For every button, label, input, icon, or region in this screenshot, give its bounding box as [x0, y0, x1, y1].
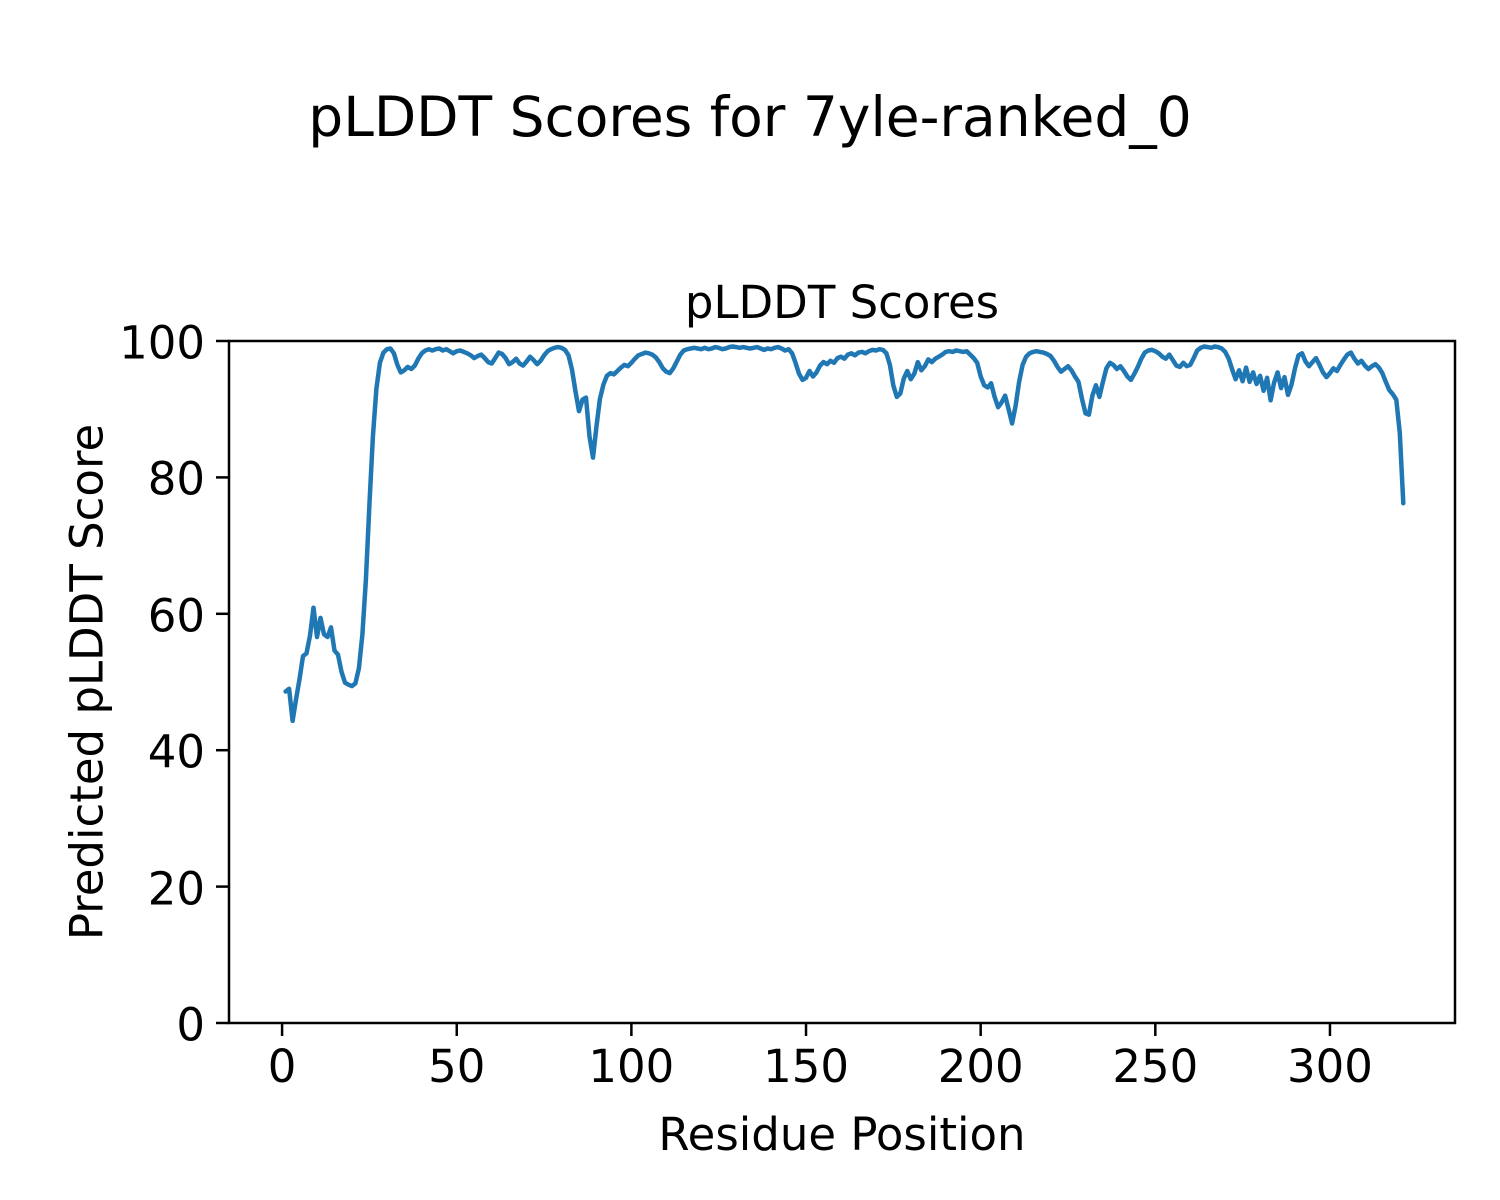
y-tick-label: 60 [147, 589, 205, 643]
plddt-line-series [283, 344, 1406, 724]
tick-marks [216, 339, 1332, 1036]
y-tick-label: 0 [176, 998, 205, 1052]
x-tick-label: 250 [1112, 1040, 1199, 1093]
x-tick-label: 100 [588, 1040, 675, 1093]
axes-title: pLDDT Scores [684, 276, 1000, 329]
y-tick-label: 40 [147, 725, 205, 779]
y-tick-label: 80 [147, 452, 205, 506]
y-axis-label: Predicted pLDDT Score [60, 423, 114, 941]
figure-title: pLDDT Scores for 7yle-ranked_0 [308, 85, 1192, 149]
x-axis-label: Residue Position [658, 1108, 1026, 1161]
x-tick-label: 50 [428, 1040, 486, 1093]
x-tick-label: 300 [1287, 1040, 1373, 1093]
axes-frame [227, 339, 1457, 1025]
y-tick-label: 100 [119, 316, 205, 370]
x-tick-label: 200 [937, 1040, 1024, 1093]
x-tick-label: 0 [267, 1040, 297, 1093]
y-tick-label: 20 [147, 861, 205, 915]
x-tick-label: 150 [763, 1040, 849, 1093]
